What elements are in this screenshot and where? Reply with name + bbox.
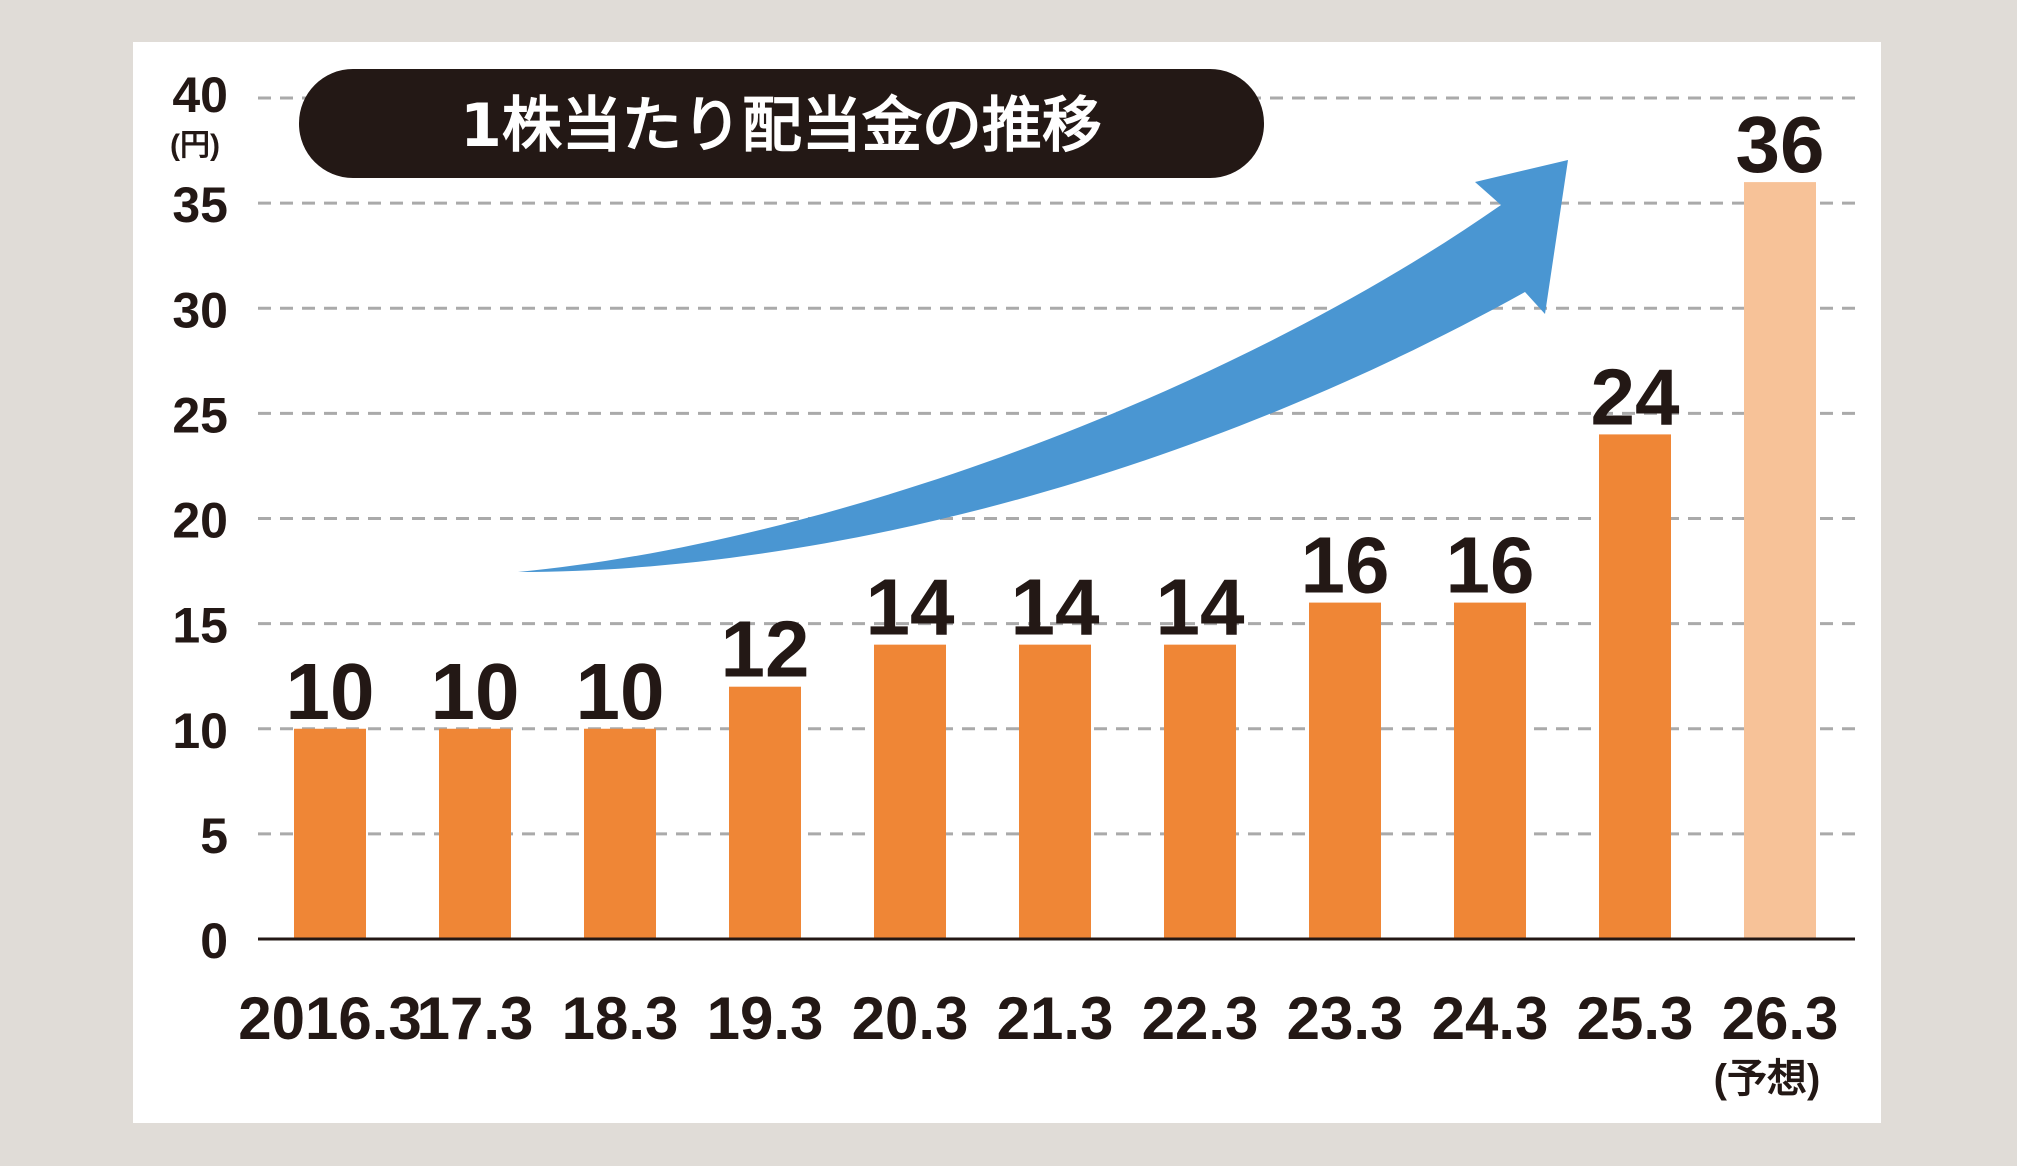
bar-value-label: 14	[866, 563, 955, 652]
bar	[294, 728, 366, 939]
x-tick-label: 19.3	[707, 985, 824, 1052]
growth-arrow-icon	[518, 160, 1568, 572]
bar-value-label: 14	[1156, 563, 1245, 652]
x-tick-labels: 2016.317.3 18.3 19.3 20.3 21.3 22.3 23.3 24.3 25…	[238, 985, 1838, 1052]
forecast-note: (予想)	[1714, 1057, 1821, 1101]
x-tick-label: 21.3	[997, 985, 1114, 1052]
bar	[584, 728, 656, 939]
x-tick-label: 18.3	[562, 985, 679, 1052]
bar-value-label: 24	[1591, 352, 1680, 441]
bar	[874, 644, 946, 939]
chart-panel: 0 5 10 15 20 25 30 35 40 10 10 10 12 14 14 14 16 16 24 36 …	[133, 42, 1881, 1123]
bar-value-label: 10	[431, 647, 520, 736]
grid-lines	[258, 96, 1855, 836]
y-tick-label: 0	[200, 913, 228, 969]
bar-value-label: 10	[286, 647, 375, 736]
x-tick-label: 26.3	[1722, 985, 1839, 1052]
bar	[1309, 602, 1381, 939]
bar	[1019, 644, 1091, 939]
bars	[294, 182, 1816, 940]
growth-arrow-layer	[518, 160, 1568, 572]
bar	[1164, 644, 1236, 939]
y-tick-label: 5	[200, 808, 228, 864]
bar	[1454, 602, 1526, 939]
y-tick-label: 30	[172, 282, 228, 338]
y-tick-label: 15	[172, 598, 228, 654]
x-tick-label: 24.3	[1432, 985, 1549, 1052]
y-tick-label: 35	[172, 177, 228, 233]
y-tick-label: 10	[172, 703, 228, 759]
chart-title: 1株当たり配当金の推移	[299, 69, 1264, 178]
bar-value-labels: 10 10 10 12 14 14 14 16 16 24 36	[286, 100, 1825, 736]
bar-value-label: 36	[1736, 100, 1825, 189]
y-axis-unit: (円)	[170, 129, 220, 162]
bar-value-label: 10	[576, 647, 665, 736]
y-tick-label: 20	[172, 493, 228, 549]
y-tick-labels: 0 5 10 15 20 25 30 35 40	[172, 67, 228, 969]
x-tick-label: 25.3	[1577, 985, 1694, 1052]
x-tick-label: 2016.3	[238, 985, 422, 1052]
bar-value-label: 12	[721, 605, 810, 694]
bar	[729, 686, 801, 939]
y-tick-label: 40	[172, 67, 228, 123]
x-tick-label: 17.3	[417, 985, 534, 1052]
x-tick-label: 22.3	[1142, 985, 1259, 1052]
title-text: 1株当たり配当金の推移	[460, 91, 1102, 161]
y-tick-label: 25	[172, 387, 228, 443]
x-tick-label: 23.3	[1287, 985, 1404, 1052]
bar	[439, 728, 511, 939]
title-background	[299, 69, 1264, 178]
bar-value-label: 14	[1011, 563, 1100, 652]
bar-value-label: 16	[1301, 521, 1390, 610]
bar-value-label: 16	[1446, 521, 1535, 610]
bar-forecast	[1744, 182, 1816, 940]
bar	[1599, 434, 1671, 939]
x-tick-label: 20.3	[852, 985, 969, 1052]
